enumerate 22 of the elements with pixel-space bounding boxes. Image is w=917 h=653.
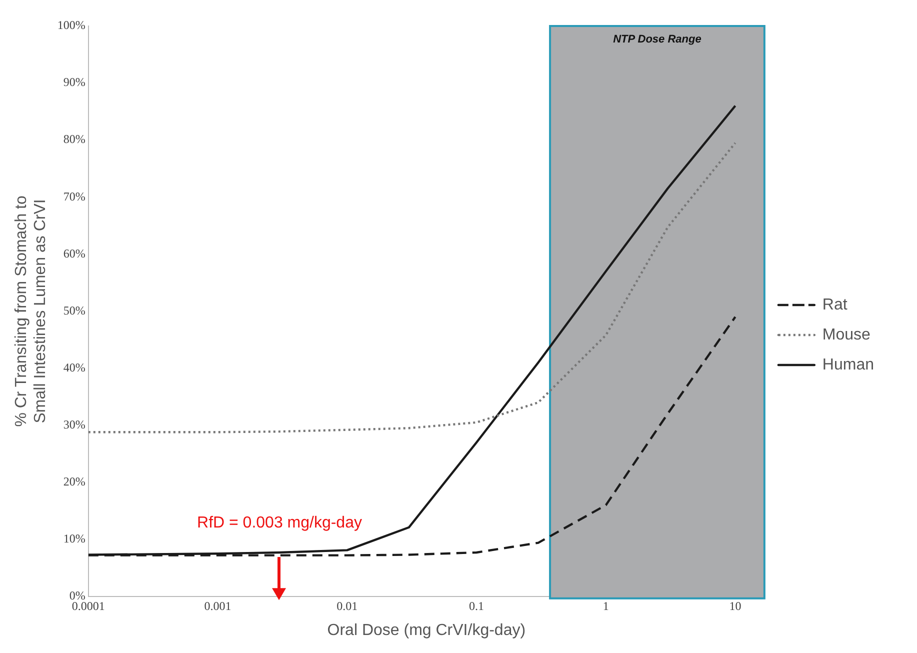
y-tick-label: 30% [63, 417, 86, 432]
band-label: NTP Dose Range [613, 34, 702, 46]
legend-label: Rat [822, 296, 848, 314]
y-tick-label: 80% [63, 132, 86, 146]
y-tick-label: 100% [57, 18, 86, 32]
x-axis-title: Oral Dose (mg CrVI/kg-day) [327, 622, 526, 639]
y-tick-label: 60% [63, 246, 86, 260]
y-tick-label: 10% [63, 532, 86, 546]
x-tick-label: 1 [602, 598, 609, 613]
x-tick-label: 0.1 [469, 598, 484, 613]
annotation: RfD = 0.003 mg/kg-day [197, 514, 362, 532]
x-tick-label: 0.01 [336, 598, 358, 613]
y-tick-label: 20% [63, 474, 86, 488]
legend-label: Mouse [822, 326, 871, 344]
legend-label: Human [822, 356, 874, 374]
y-tick-label: 70% [63, 189, 86, 204]
y-tick-label: 50% [63, 303, 86, 318]
y-tick-label: 40% [63, 360, 86, 374]
y-tick-label: 90% [63, 75, 86, 90]
x-tick-label: 0.001 [204, 598, 232, 613]
y-axis-title: % Cr Transiting from Stomach to Small Intestines Lumen as CrVI [13, 196, 50, 427]
x-tick-label: 10 [729, 598, 742, 613]
